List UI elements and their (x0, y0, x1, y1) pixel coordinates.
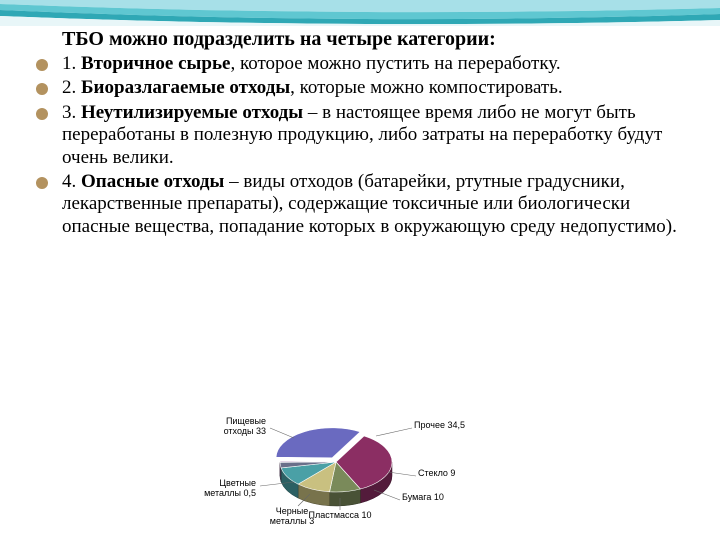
pie-slice (280, 461, 336, 462)
decorative-ribbon (0, 0, 720, 26)
pie-label: Бумага 10 (402, 492, 444, 502)
item-rest: , которое можно пустить на переработку. (230, 53, 560, 74)
item-bold: Неутилизируемые отходы (81, 102, 303, 123)
pie-label: Стекло 9 (418, 468, 455, 478)
category-item-4: 4. Опасные отходы – виды отходов (батаре… (18, 171, 702, 238)
item-bold: Биоразлагаемые отходы (81, 77, 290, 98)
category-item-2: 2. Биоразлагаемые отходы, которые можно … (18, 77, 702, 99)
item-number: 4. (62, 171, 81, 192)
pie-label: Черныеметаллы 3 (270, 506, 314, 526)
leader-line (270, 428, 294, 438)
item-number: 2. (62, 77, 81, 98)
leader-line (376, 428, 412, 436)
waste-pie-chart: Прочее 34,5 Стекло 9 Бумага 10 Пластмасса 1… (176, 394, 496, 534)
pie-label: Пластмасса 10 (308, 510, 371, 520)
category-item-3: 3. Неутилизируемые отходы – в настоящее … (18, 102, 702, 169)
category-item-1: 1. Вторичное сырье, которое можно пустит… (18, 53, 702, 75)
item-bold: Опасные отходы (81, 171, 224, 192)
pie-label: Прочее 34,5 (414, 420, 465, 430)
pie-label: Пищевыеотходы 33 (224, 416, 266, 436)
slide-title: ТБО можно подразделить на четыре категор… (62, 28, 702, 51)
item-rest: , которые можно компостировать. (290, 77, 562, 98)
item-number: 3. (62, 102, 81, 123)
category-list: 1. Вторичное сырье, которое можно пустит… (18, 53, 702, 238)
item-number: 1. (62, 53, 81, 74)
pie-label: Цветныеметаллы 0,5 (204, 478, 256, 498)
item-bold: Вторичное сырье (81, 53, 230, 74)
slide-content: ТБО можно подразделить на четыре категор… (18, 28, 702, 240)
